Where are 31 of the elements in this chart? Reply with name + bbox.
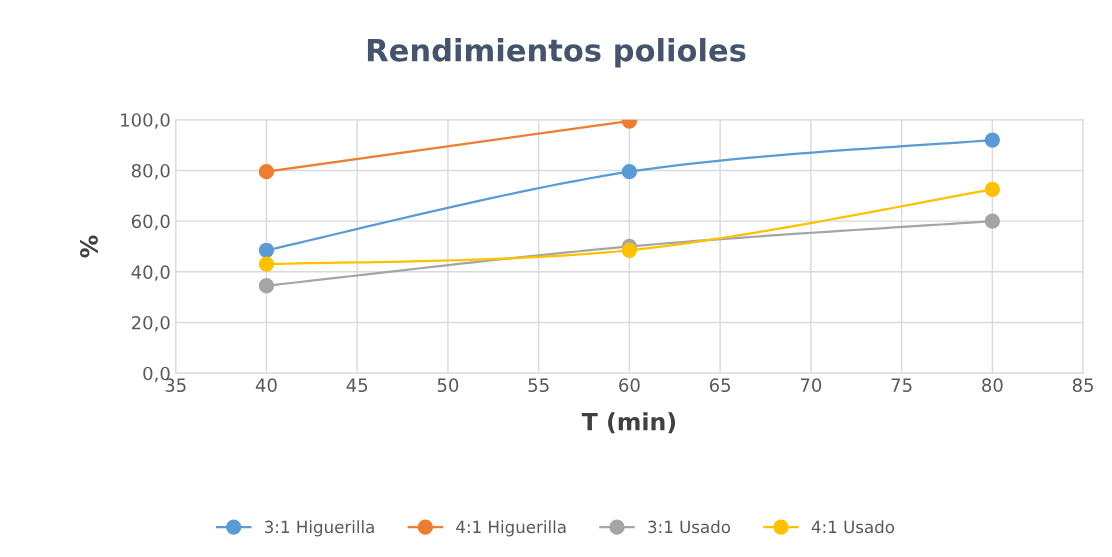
x-tick-label: 40 [255,378,277,393]
legend-label: 4:1 Higuerilla [456,520,566,537]
point [621,164,638,180]
legend-label: 3:1 Higuerilla [264,520,374,537]
x-tick-label: 75 [891,378,912,393]
x-tick-label: 70 [800,378,822,393]
x-tick-label: 55 [528,378,549,393]
chart-title: Rendimientos polioles [367,38,746,68]
point [984,132,1000,148]
x-tick-label: 80 [982,378,1003,393]
y-tick-label: 40,0 [131,265,170,281]
y-tick-label: 80,0 [131,163,170,180]
legend-label: 3:1 Usado [648,520,731,534]
point [258,256,275,272]
y-tick-label: 100,0 [121,113,170,129]
x-tick-label: 50 [437,378,459,393]
legend-label: 4:1 Usado [811,520,895,534]
point [984,213,1000,229]
y-axis-title: % [80,235,98,258]
y-tick-label: 60,0 [131,214,170,231]
x-tick-label: 65 [709,378,731,393]
x-axis-title: T (min) [581,412,676,434]
point [258,242,275,258]
point [258,278,275,294]
point [258,164,275,180]
x-tick-label: 45 [346,378,368,393]
y-tick-label: 20,0 [131,315,170,332]
x-tick-label: 85 [1072,378,1093,393]
point [621,242,638,258]
point [984,181,1000,198]
x-tick-label: 60 [619,378,640,393]
